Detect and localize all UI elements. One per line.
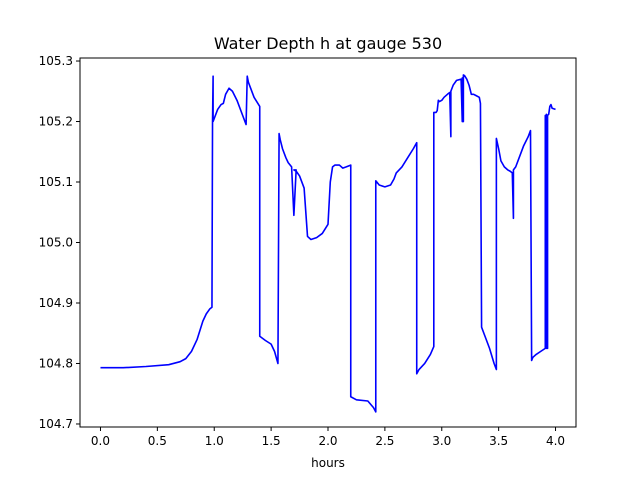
x-tick-label: 2.5 <box>375 434 394 448</box>
x-tick-label: 3.5 <box>489 434 508 448</box>
x-tick-label: 4.0 <box>546 434 565 448</box>
y-tick-label: 105.1 <box>39 175 73 189</box>
x-axis-label: hours <box>311 456 345 470</box>
series-line <box>100 74 556 413</box>
y-tick-label: 104.7 <box>39 417 73 431</box>
x-tick-label: 0.0 <box>91 434 110 448</box>
x-tick-label: 1.0 <box>205 434 224 448</box>
y-tick-label: 105.2 <box>39 115 73 129</box>
plot-frame <box>79 57 577 428</box>
x-tick-label: 1.5 <box>262 434 281 448</box>
x-tick-label: 0.5 <box>148 434 167 448</box>
y-tick-label: 104.9 <box>39 296 73 310</box>
y-tick-label: 105.3 <box>39 54 73 68</box>
x-tick-label: 2.0 <box>318 434 337 448</box>
y-tick-label: 104.8 <box>39 356 73 370</box>
x-tick-label: 3.0 <box>432 434 451 448</box>
chart-title: Water Depth h at gauge 530 <box>214 34 442 53</box>
x-axis: 0.0 0.5 1.0 1.5 2.0 2.5 3.0 3.5 4.0 <box>91 427 565 448</box>
plot-area <box>79 57 577 428</box>
y-tick-label: 105.0 <box>39 236 73 250</box>
y-axis: 104.7 104.8 104.9 105.0 105.1 105.2 105.3 <box>39 54 80 431</box>
